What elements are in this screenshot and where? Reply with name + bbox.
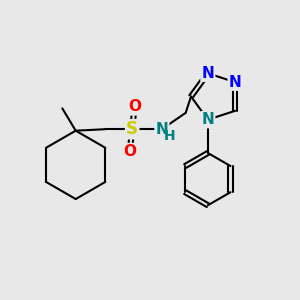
- Text: N: N: [202, 112, 214, 127]
- Text: H: H: [164, 129, 175, 143]
- Text: N: N: [229, 75, 242, 90]
- Text: O: O: [128, 99, 141, 114]
- Text: O: O: [123, 144, 136, 159]
- Text: S: S: [126, 120, 138, 138]
- Text: N: N: [202, 66, 214, 81]
- Text: N: N: [155, 122, 168, 137]
